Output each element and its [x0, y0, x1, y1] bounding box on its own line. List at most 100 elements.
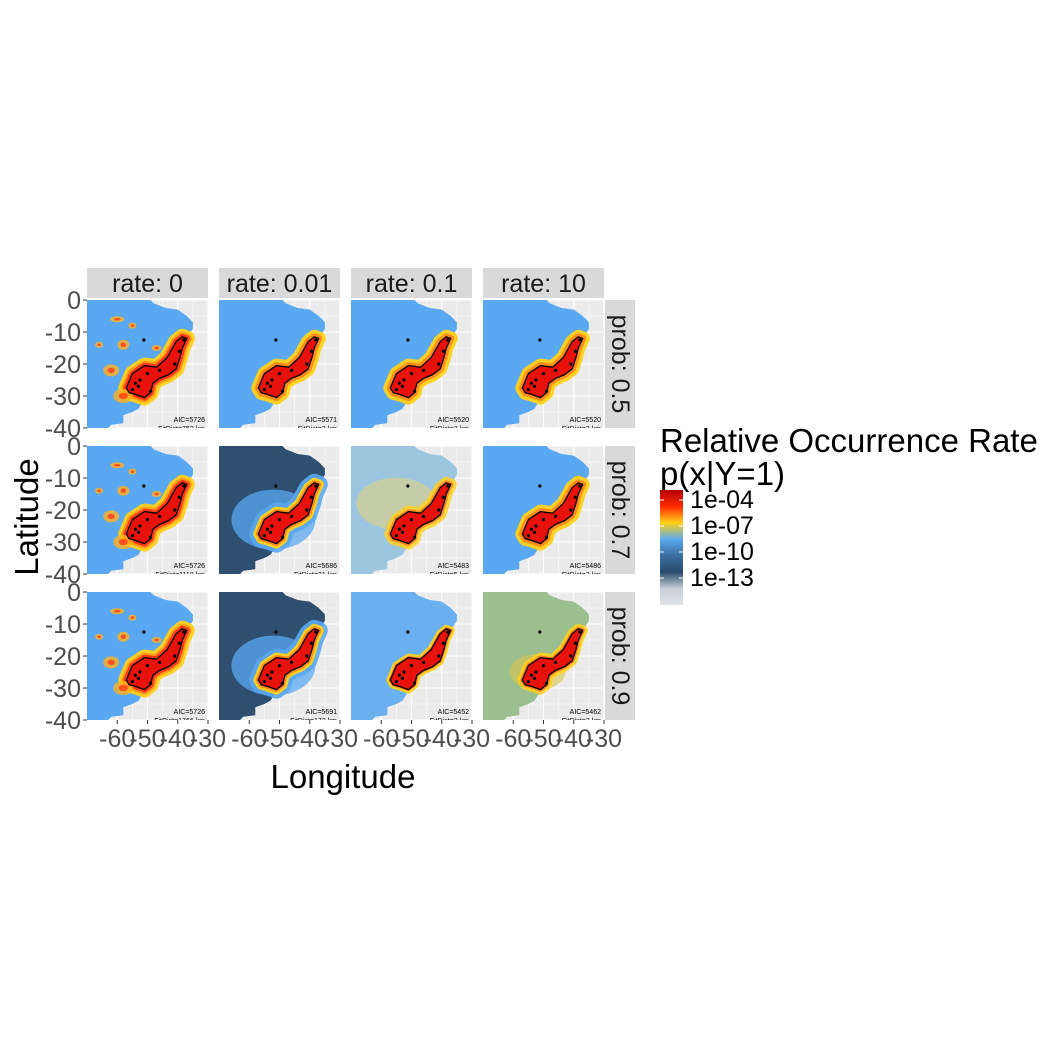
- occurrence-point: [446, 484, 450, 488]
- legend-label: 1e-04: [690, 486, 754, 514]
- occurrence-point: [409, 664, 414, 668]
- occurrence-point: [280, 535, 285, 539]
- x-tick-label: -60: [99, 725, 135, 753]
- occurrence-blob-core: [107, 659, 115, 666]
- map-panel: AIC=5726 FitDist=752 km: [87, 300, 208, 428]
- occurrence-point: [270, 524, 274, 528]
- fitdist-label: FitDist=3 km: [430, 426, 469, 433]
- legend-label: 1e-10: [690, 538, 754, 566]
- occurrence-point: [400, 676, 405, 680]
- occurrence-point: [529, 381, 533, 385]
- occurrence-point: [270, 378, 274, 382]
- occurrence-point: [280, 389, 285, 393]
- row-strip-label: prob: 0.7: [606, 461, 634, 560]
- occurrence-blob-core: [107, 513, 115, 520]
- occurrence-point: [541, 518, 546, 522]
- occurrence-blob-core: [120, 488, 126, 494]
- occurrence-point: [309, 641, 313, 645]
- x-tick-label: -30: [190, 725, 226, 753]
- occurrence-point: [138, 670, 142, 674]
- occurrence-point: [290, 660, 294, 664]
- legend-colorbar: [660, 490, 683, 605]
- occurrence-point: [130, 680, 134, 684]
- occurrence-point: [305, 654, 309, 658]
- occurrence-point: [133, 527, 137, 531]
- fitdist-label: FitDist=3 km: [562, 572, 601, 579]
- y-tick-label: -30: [45, 529, 81, 557]
- occurrence-blob-core: [97, 343, 101, 347]
- occurrence-point: [526, 534, 530, 538]
- occurrence-point: [554, 660, 558, 664]
- column-strip: [483, 268, 604, 298]
- fitdist-label: FitDist=3 km: [298, 426, 337, 433]
- occurrence-point: [280, 681, 285, 685]
- y-tick-label: -10: [45, 465, 81, 493]
- aic-label: AIC=5486: [570, 563, 601, 570]
- occurrence-point: [406, 630, 410, 634]
- x-tick-label: -60: [363, 725, 399, 753]
- row-strip: [605, 592, 635, 720]
- occurrence-point: [394, 534, 398, 538]
- occurrence-point: [268, 676, 273, 680]
- y-tick-label: -20: [45, 643, 81, 671]
- occurrence-point: [270, 670, 274, 674]
- occurrence-point: [544, 535, 549, 539]
- occurrence-point: [573, 349, 577, 353]
- study-region-outline: [521, 628, 584, 691]
- occurrence-point: [544, 389, 549, 393]
- occurrence-blob-core: [120, 342, 126, 348]
- map-panel: AIC=5686 FitDist=21 km: [219, 446, 340, 574]
- x-tick-label: -40: [424, 725, 460, 753]
- x-tick-label: -60: [231, 725, 267, 753]
- occurrence-point: [573, 641, 577, 645]
- occurrence-point: [182, 338, 186, 342]
- occurrence-point: [305, 508, 309, 512]
- aic-label: AIC=5462: [570, 709, 601, 716]
- occurrence-point: [182, 484, 186, 488]
- occurrence-point: [422, 660, 426, 664]
- occurrence-point: [148, 389, 153, 393]
- occurrence-point: [578, 338, 582, 342]
- occurrence-point: [133, 673, 137, 677]
- y-tick-label: -10: [45, 319, 81, 347]
- occurrence-point: [437, 654, 441, 658]
- occurrence-point: [274, 338, 278, 342]
- column-strip-label: rate: 0.1: [366, 270, 458, 298]
- occurrence-blob-core: [154, 638, 159, 642]
- occurrence-point: [277, 372, 282, 376]
- occurrence-point: [569, 362, 573, 366]
- occurrence-point: [265, 527, 269, 531]
- occurrence-point: [412, 389, 417, 393]
- row-strip: [605, 300, 635, 428]
- x-tick-label: -50: [129, 725, 165, 753]
- occurrence-point: [409, 372, 414, 376]
- aic-label: AIC=5691: [306, 709, 337, 716]
- occurrence-point: [422, 368, 426, 372]
- occurrence-point: [138, 524, 142, 528]
- occurrence-point: [534, 378, 538, 382]
- legend: Relative Occurrence Rate p(x|Y=1) 1e-041…: [660, 422, 1038, 605]
- occurrence-blob-core: [154, 492, 159, 496]
- occurrence-point: [130, 388, 134, 392]
- aic-label: AIC=5686: [306, 563, 337, 570]
- occurrence-point: [412, 681, 417, 685]
- occurrence-point: [541, 664, 546, 668]
- x-tick-label: -50: [393, 725, 429, 753]
- occurrence-point: [173, 508, 177, 512]
- occurrence-blob-core: [114, 317, 121, 321]
- occurrence-point: [136, 384, 141, 388]
- occurrence-point: [534, 670, 538, 674]
- occurrence-point: [538, 630, 542, 634]
- y-tick-label: -40: [45, 707, 81, 735]
- legend-label: 1e-13: [690, 564, 754, 592]
- y-axis-title: Latitude: [8, 458, 45, 575]
- occurrence-point: [142, 630, 146, 634]
- aic-label: AIC=5571: [306, 417, 337, 424]
- legend-title-line2: p(x|Y=1): [660, 455, 785, 492]
- fitdist-label: FitDist=5 km: [430, 572, 469, 579]
- occurrence-point: [402, 524, 406, 528]
- occurrence-point: [412, 535, 417, 539]
- occurrence-point: [554, 368, 558, 372]
- occurrence-point: [529, 673, 533, 677]
